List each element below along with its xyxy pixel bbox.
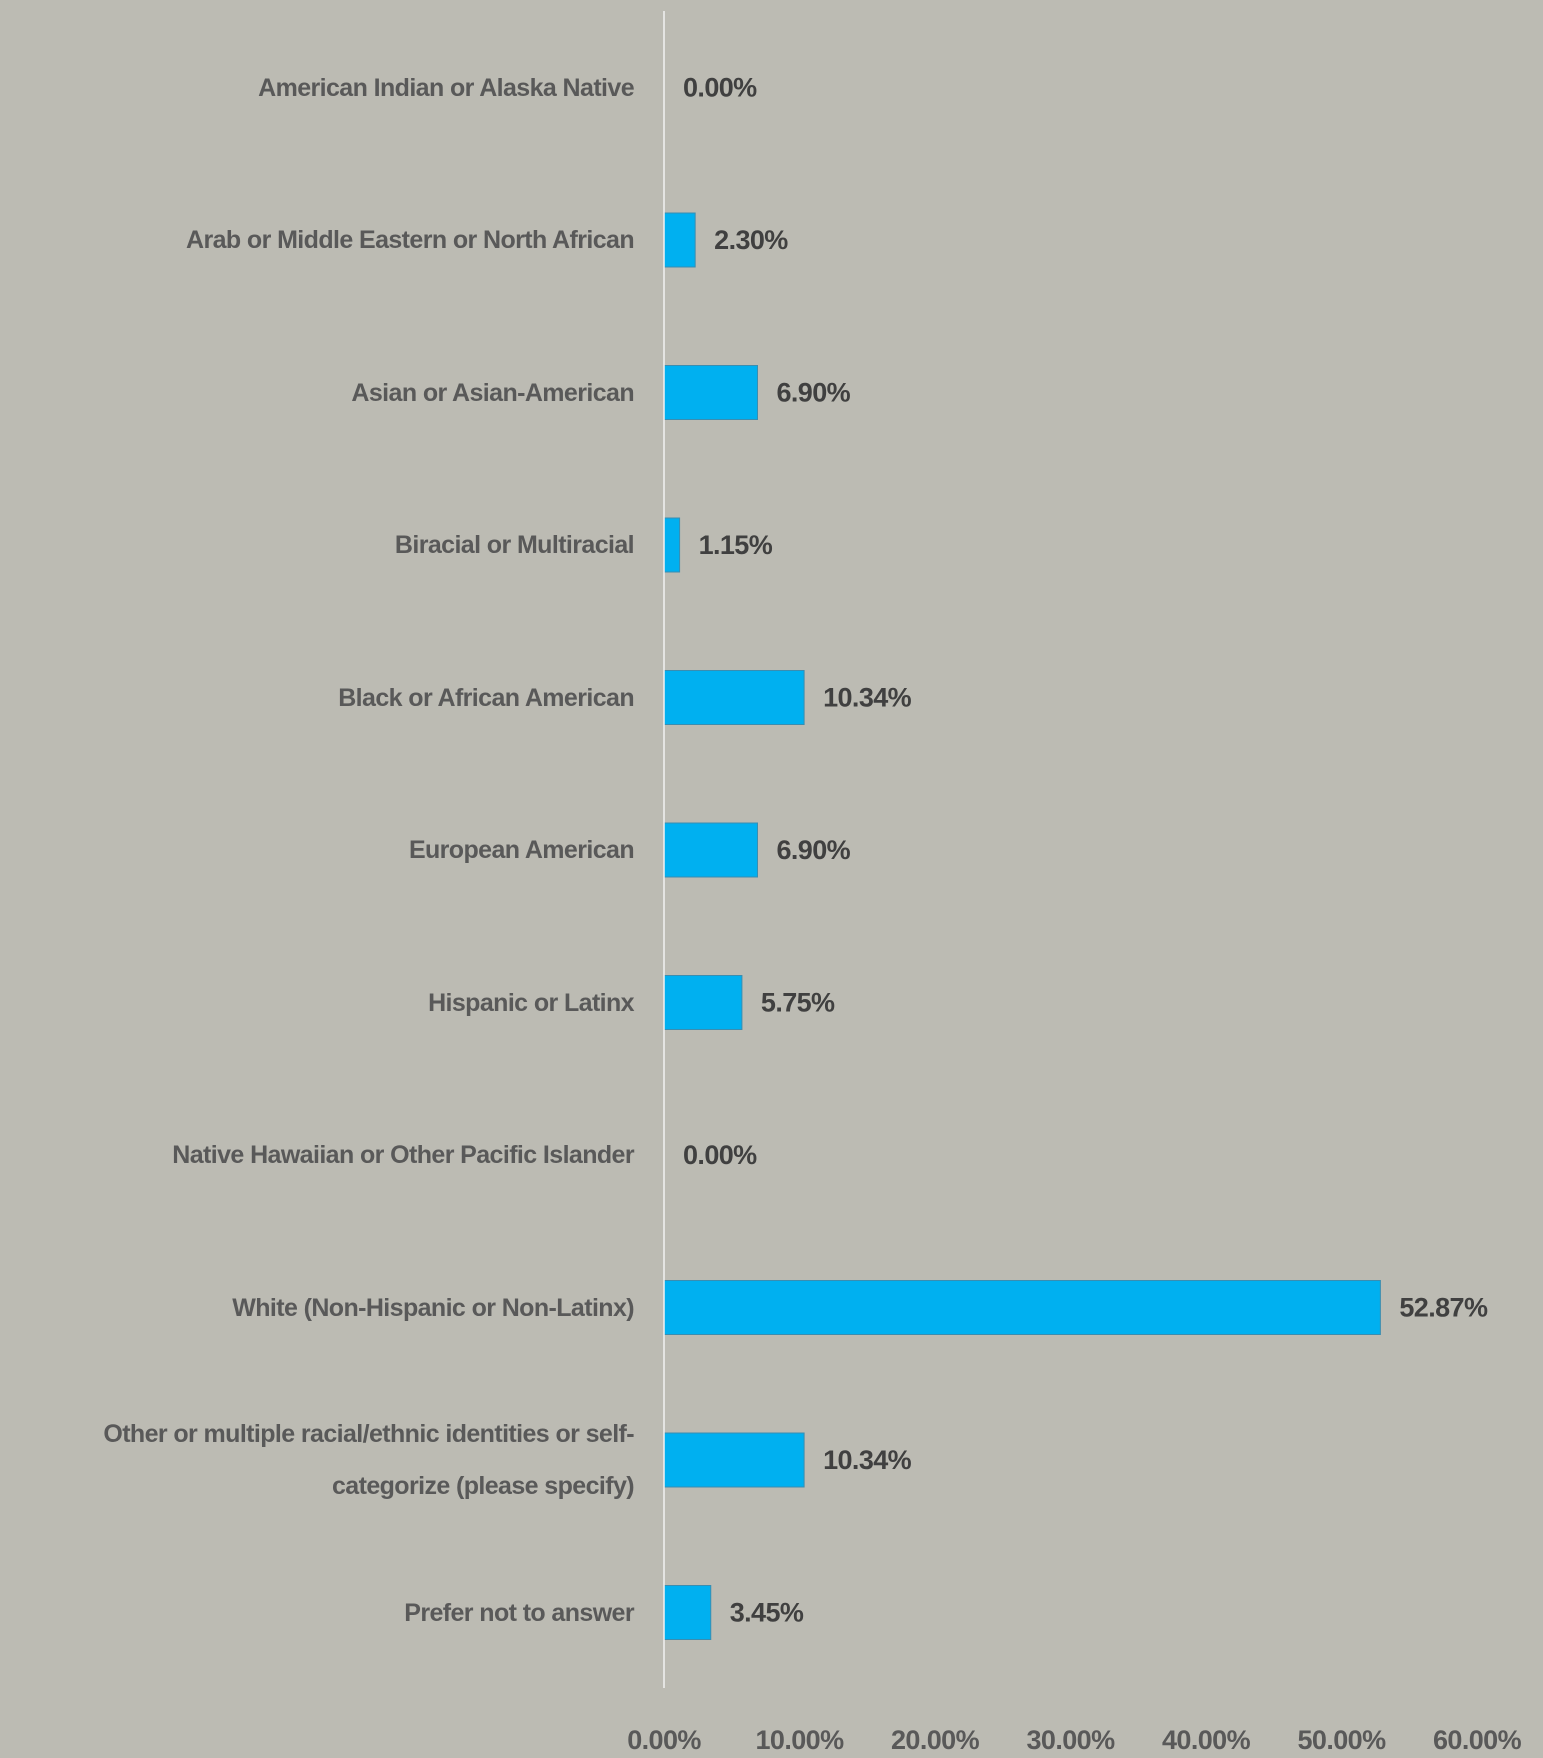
value-label: 0.00%: [683, 73, 757, 103]
category-label: White (Non-Hispanic or Non-Latinx): [232, 1293, 634, 1322]
value-label: 6.90%: [776, 835, 850, 865]
value-label: 52.87%: [1399, 1293, 1488, 1323]
value-label: 5.75%: [761, 988, 835, 1018]
value-label: 10.34%: [823, 683, 912, 713]
x-tick-label: 30.00%: [1027, 1725, 1116, 1755]
category-label: American Indian or Alaska Native: [258, 73, 634, 102]
bar: [663, 1585, 712, 1640]
category-label: Native Hawaiian or Other Pacific Islande…: [172, 1141, 634, 1169]
category-label: Black or African American: [338, 683, 634, 712]
bar: [663, 822, 758, 878]
x-tick-label: 10.00%: [756, 1725, 845, 1755]
bar: [663, 1432, 805, 1488]
x-tick-label: 50.00%: [1298, 1725, 1387, 1755]
bar: [663, 1280, 1381, 1335]
bar: [663, 212, 696, 268]
bar: [663, 517, 681, 573]
x-tick-label: 60.00%: [1433, 1725, 1522, 1755]
x-tick-label: 20.00%: [891, 1725, 980, 1755]
category-label: Other or multiple racial/ethnic identiti…: [103, 1420, 634, 1500]
category-label: European American: [408, 836, 635, 864]
value-label: 3.45%: [730, 1598, 804, 1628]
bar: [663, 975, 743, 1030]
value-label: 2.30%: [714, 225, 788, 255]
value-label: 6.90%: [776, 378, 850, 408]
x-tick-label: 0.00%: [627, 1725, 701, 1755]
category-label: Asian or Asian-American: [351, 378, 634, 407]
value-label: 1.15%: [699, 530, 773, 560]
category-label: Arab or Middle Eastern or North African: [186, 226, 635, 254]
category-label: Prefer not to answer: [404, 1598, 634, 1627]
bar: [663, 365, 758, 420]
value-label: 0.00%: [683, 1140, 757, 1170]
value-label: 10.34%: [823, 1445, 912, 1475]
bar: [663, 670, 805, 725]
category-label: Biracial or Multiracial: [394, 531, 635, 559]
x-tick-label: 40.00%: [1162, 1725, 1251, 1755]
category-label: Hispanic or Latinx: [428, 988, 635, 1017]
